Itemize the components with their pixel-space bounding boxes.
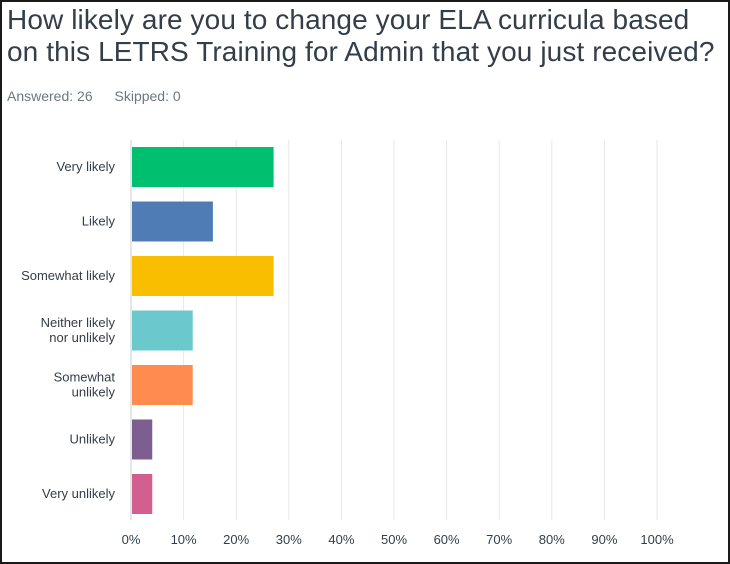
bar xyxy=(132,201,213,242)
question-title: How likely are you to change your ELA cu… xyxy=(7,4,715,67)
x-tick-label: 10% xyxy=(171,532,197,547)
category-label: Neither likely xyxy=(41,315,116,330)
category-label: nor unlikely xyxy=(49,330,115,345)
bar xyxy=(132,474,153,514)
x-tick-label: 40% xyxy=(328,532,354,547)
x-tick-label: 100% xyxy=(640,532,674,547)
category-label: Somewhat likely xyxy=(21,268,115,283)
x-tick-label: 60% xyxy=(434,532,460,547)
x-tick-label: 30% xyxy=(276,532,302,547)
x-tick-label: 90% xyxy=(591,532,617,547)
response-stats: Answered: 26 Skipped: 0 xyxy=(7,88,199,104)
bar xyxy=(132,419,153,460)
category-label: Unlikely xyxy=(69,432,115,447)
category-label: unlikely xyxy=(72,385,116,400)
bar xyxy=(132,256,274,296)
answered-count: Answered: 26 xyxy=(7,88,93,104)
category-label: Likely xyxy=(82,214,116,229)
bar xyxy=(132,310,193,351)
category-label: Very unlikely xyxy=(42,486,115,501)
x-tick-label: 80% xyxy=(539,532,565,547)
x-tick-label: 0% xyxy=(122,532,141,547)
bar xyxy=(132,147,274,187)
skipped-count: Skipped: 0 xyxy=(114,88,181,104)
x-tick-label: 50% xyxy=(381,532,407,547)
category-label: Somewhat xyxy=(54,370,116,385)
x-tick-label: 70% xyxy=(486,532,512,547)
category-label: Very likely xyxy=(56,159,115,174)
x-tick-label: 20% xyxy=(223,532,249,547)
bar xyxy=(132,365,193,405)
